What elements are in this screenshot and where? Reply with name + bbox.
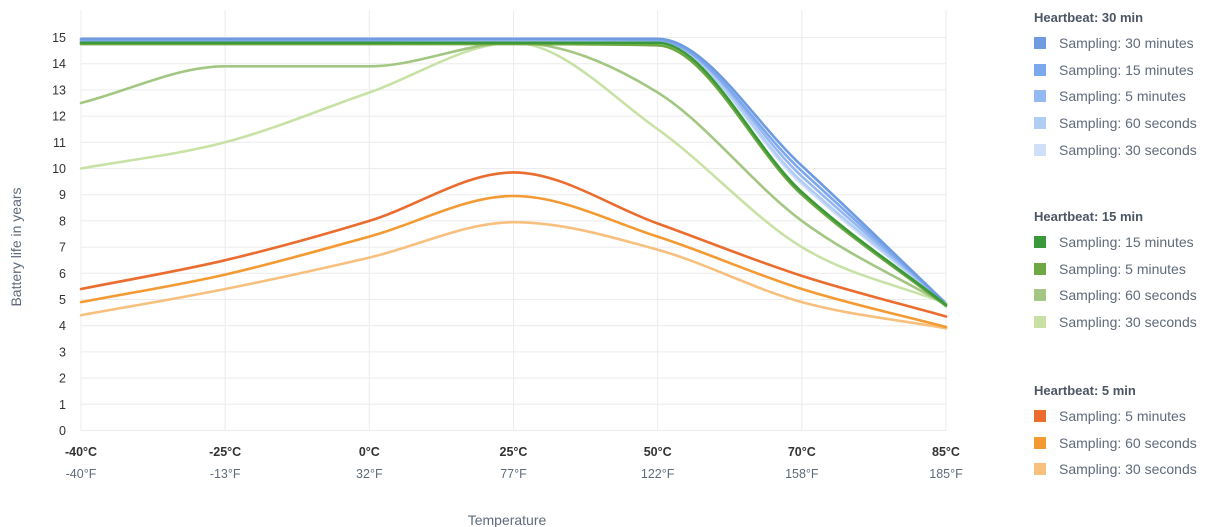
legend-swatch: [1034, 117, 1046, 130]
x-axis-label: Temperature: [468, 512, 547, 527]
legend-label: Sampling: 15 minutes: [1059, 61, 1194, 78]
y-tick-label: 11: [53, 136, 66, 150]
legend-label: Sampling: 5 minutes: [1059, 408, 1186, 425]
legend-item[interactable]: Sampling: 60 seconds: [1034, 110, 1209, 137]
legend-label: Sampling: 15 minutes: [1059, 234, 1194, 251]
legend-swatch: [1034, 63, 1046, 76]
series-line: [79, 37, 948, 305]
legend-item[interactable]: Sampling: 15 minutes: [1034, 57, 1209, 84]
x-tick-label-celsius: 85°C: [932, 445, 960, 459]
series-lines: [79, 37, 948, 330]
legend-item[interactable]: Sampling: 30 seconds: [1034, 136, 1209, 163]
grid-lines: [80, 10, 947, 431]
x-tick-label-celsius: 50°C: [644, 445, 672, 459]
legend-swatch: [1034, 410, 1046, 423]
legend-label: Sampling: 5 minutes: [1059, 88, 1186, 105]
legend-item[interactable]: Sampling: 60 seconds: [1034, 282, 1209, 309]
legend-item[interactable]: Sampling: 30 minutes: [1034, 30, 1209, 57]
legend-item[interactable]: Sampling: 5 minutes: [1034, 403, 1209, 430]
legend-item[interactable]: Sampling: 60 seconds: [1034, 430, 1209, 457]
y-tick-label: 2: [59, 372, 66, 386]
legend-swatch: [1034, 316, 1046, 329]
x-tick-label-fahrenheit: 158°F: [785, 467, 819, 481]
y-tick-label: 13: [52, 83, 66, 97]
legend-swatch: [1034, 436, 1046, 449]
y-axis-label: Battery life in years: [8, 187, 24, 306]
legend-label: Sampling: 30 minutes: [1059, 35, 1194, 52]
x-tick-label-fahrenheit: -13°F: [210, 467, 241, 481]
x-tick-label-celsius: 25°C: [500, 445, 528, 459]
legend-item[interactable]: Sampling: 15 minutes: [1034, 229, 1209, 256]
legend-label: Sampling: 60 seconds: [1059, 115, 1197, 132]
legend-swatch: [1034, 262, 1046, 275]
legend-group-title: Heartbeat: 15 min: [1034, 209, 1144, 224]
legend-swatch: [1034, 37, 1046, 50]
x-tick-label-fahrenheit: -40°F: [66, 467, 97, 481]
y-tick-label: 10: [52, 162, 66, 176]
x-tick-label-celsius: -40°C: [65, 445, 97, 459]
x-axis-ticks: -40°C -40°F -25°C -13°F 0°C 32°F 25°C 77°F 50°C 1…: [65, 445, 963, 481]
y-tick-label: 7: [59, 241, 66, 255]
x-tick-label-fahrenheit: 122°F: [641, 467, 675, 481]
x-tick-label-fahrenheit: 32°F: [356, 467, 383, 481]
x-tick-label-fahrenheit: 77°F: [500, 467, 527, 481]
legend-group-heartbeat-30: Heartbeat: 30 min Sampling: 30 minutes S…: [1034, 8, 1209, 163]
legend-label: Sampling: 30 seconds: [1059, 141, 1197, 158]
y-tick-label: 8: [59, 214, 66, 228]
legend-label: Sampling: 30 seconds: [1059, 314, 1197, 331]
y-tick-label: 14: [52, 57, 66, 71]
series-line: [79, 220, 948, 330]
legend-item[interactable]: Sampling: 5 minutes: [1034, 256, 1209, 283]
legend-group-heartbeat-15: Heartbeat: 15 min Sampling: 15 minutes S…: [1034, 207, 1209, 335]
x-tick-label-celsius: 0°C: [359, 445, 380, 459]
legend-label: Sampling: 30 seconds: [1059, 461, 1197, 478]
legend-group-heartbeat-5: Heartbeat: 5 min Sampling: 5 minutes Sam…: [1034, 381, 1209, 483]
y-tick-label: 5: [59, 293, 66, 307]
legend-label: Sampling: 5 minutes: [1059, 260, 1186, 277]
legend-swatch: [1034, 236, 1046, 249]
series-line: [79, 171, 948, 318]
legend-group-title: Heartbeat: 5 min: [1034, 383, 1136, 398]
y-tick-label: 1: [59, 398, 66, 412]
series-line: [79, 41, 948, 307]
x-tick-label-celsius: 70°C: [788, 445, 816, 459]
series-line: [79, 42, 948, 308]
legend-item[interactable]: Sampling: 30 seconds: [1034, 309, 1209, 336]
legend-label: Sampling: 60 seconds: [1059, 287, 1197, 304]
legend-swatch: [1034, 90, 1046, 103]
series-line: [79, 194, 948, 329]
y-tick-label: 4: [59, 319, 66, 333]
legend-label: Sampling: 60 seconds: [1059, 434, 1197, 451]
series-line: [79, 38, 948, 305]
x-tick-label-fahrenheit: 185°F: [929, 467, 963, 481]
legend-swatch: [1034, 143, 1046, 156]
y-tick-label: 6: [59, 267, 66, 281]
y-tick-label: 9: [59, 188, 66, 202]
y-tick-label: 3: [59, 345, 66, 359]
legend-group-title: Heartbeat: 30 min: [1034, 10, 1144, 25]
legend-item[interactable]: Sampling: 5 minutes: [1034, 83, 1209, 110]
y-tick-label: 12: [52, 110, 66, 124]
legend-swatch: [1034, 289, 1046, 302]
legend-swatch: [1034, 463, 1046, 476]
y-tick-label: 0: [59, 424, 66, 438]
y-tick-label: 15: [52, 31, 66, 45]
x-tick-label-celsius: -25°C: [209, 445, 241, 459]
legend-item[interactable]: Sampling: 30 seconds: [1034, 456, 1209, 483]
